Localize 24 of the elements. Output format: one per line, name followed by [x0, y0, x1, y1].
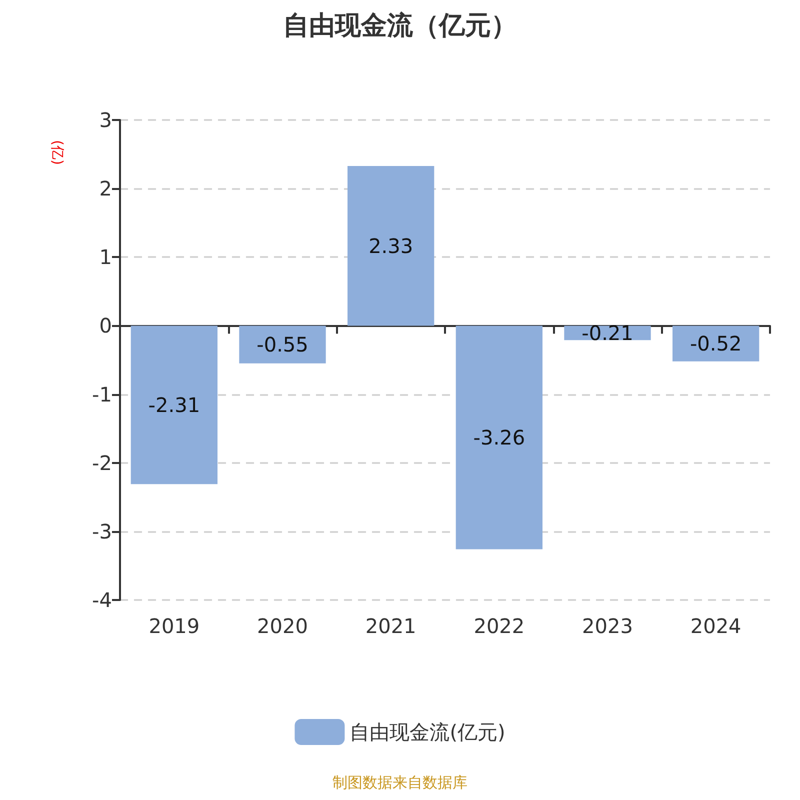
data-label: 2.33	[368, 234, 414, 258]
x-tick-label: 2022	[474, 614, 525, 638]
y-tick-label: -2	[92, 450, 112, 475]
y-tick-label: -3	[92, 519, 112, 544]
x-tick-label: 2019	[148, 614, 200, 638]
x-tick-label: 2021	[365, 614, 416, 638]
y-axis-title: (亿)	[49, 140, 65, 165]
chart-title: 自由现金流（亿元）	[283, 11, 517, 41]
data-label: -2.31	[148, 392, 200, 417]
data-label: -0.52	[690, 332, 742, 356]
x-tick-label: 2020	[257, 614, 308, 638]
y-tick-label: -1	[92, 382, 112, 406]
y-tick-label: -4	[92, 588, 112, 612]
data-label: -3.26	[473, 425, 526, 450]
y-tick-label: 2	[99, 176, 112, 201]
x-tick-label: 2023	[582, 614, 633, 638]
y-tick-label: 0	[99, 314, 112, 338]
x-tick-label: 2024	[690, 614, 742, 638]
data-label: -0.21	[582, 320, 634, 345]
legend-label: 自由现金流(亿元)	[350, 720, 506, 744]
data-label: -0.55	[256, 332, 308, 357]
y-tick-label: 3	[99, 108, 112, 132]
text: 制图数据来自数据库	[332, 774, 468, 792]
y-tick-label: 1	[99, 245, 112, 270]
